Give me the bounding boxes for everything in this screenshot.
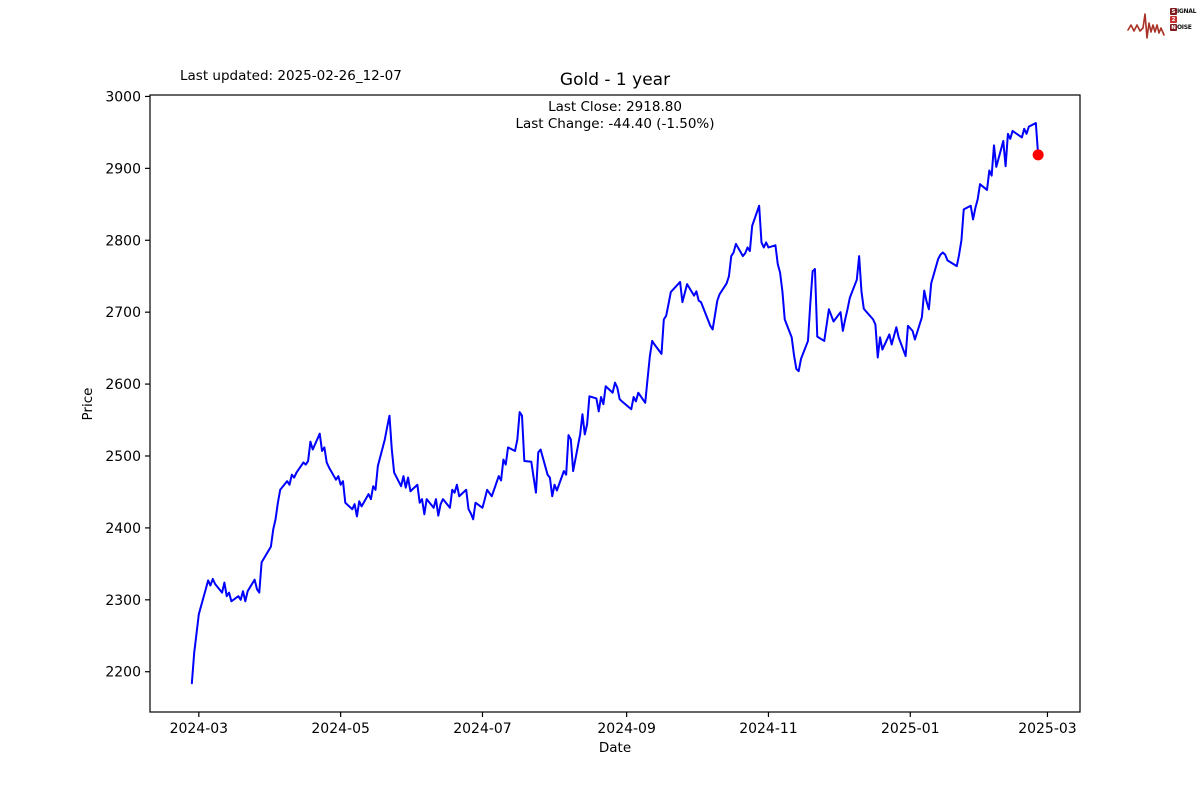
last-close-annotation: Last Close: 2918.80 Last Change: -44.40 …: [150, 99, 1080, 133]
x-tick-label: 2024-07: [453, 721, 512, 737]
x-tick-label: 2024-03: [170, 721, 229, 737]
logo-row-2: 2: [1170, 16, 1196, 23]
y-tick-label: 2700: [105, 305, 141, 321]
last-price-dot: [1032, 149, 1044, 161]
logo-letter-s: S: [1170, 8, 1177, 15]
x-tick-label: 2024-09: [597, 721, 656, 737]
waveform-icon: [1127, 13, 1165, 39]
y-tick-label: 2600: [105, 377, 141, 393]
plot-border: [149, 94, 1081, 713]
y-tick-label: 2300: [105, 593, 141, 609]
logo-row-signal: S IGNAL: [1170, 8, 1197, 15]
y-tick-label: 2400: [105, 521, 141, 537]
x-axis-label: Date: [598, 740, 632, 756]
y-tick-label: 2200: [105, 665, 141, 681]
logo-digit-2: 2: [1170, 16, 1177, 23]
signal2noise-logo: S IGNAL 2 N OISE: [1126, 4, 1198, 48]
last-change-line: Last Change: -44.40 (-1.50%): [515, 116, 715, 132]
price-line: [190, 122, 1040, 685]
last-close-line: Last Close: 2918.80: [548, 99, 682, 115]
y-axis-label: Price: [80, 387, 96, 421]
x-tick-label: 2024-11: [739, 721, 798, 737]
x-tick-label: 2024-05: [311, 721, 370, 737]
x-tick-label: 2025-01: [881, 721, 940, 737]
y-tick-label: 2500: [105, 449, 141, 465]
x-tick-label: 2025-03: [1018, 721, 1077, 737]
logo-text: S IGNAL 2 N OISE: [1170, 8, 1196, 31]
chart-title: Gold - 1 year: [559, 70, 671, 90]
logo-row-noise: N OISE: [1170, 24, 1192, 31]
y-tick-label: 2900: [105, 161, 141, 177]
logo-letter-n: N: [1170, 24, 1177, 31]
y-tick-label: 3000: [105, 89, 141, 105]
y-tick-label: 2800: [105, 233, 141, 249]
last-updated-text: Last updated: 2025-02-26_12-07: [180, 68, 402, 84]
